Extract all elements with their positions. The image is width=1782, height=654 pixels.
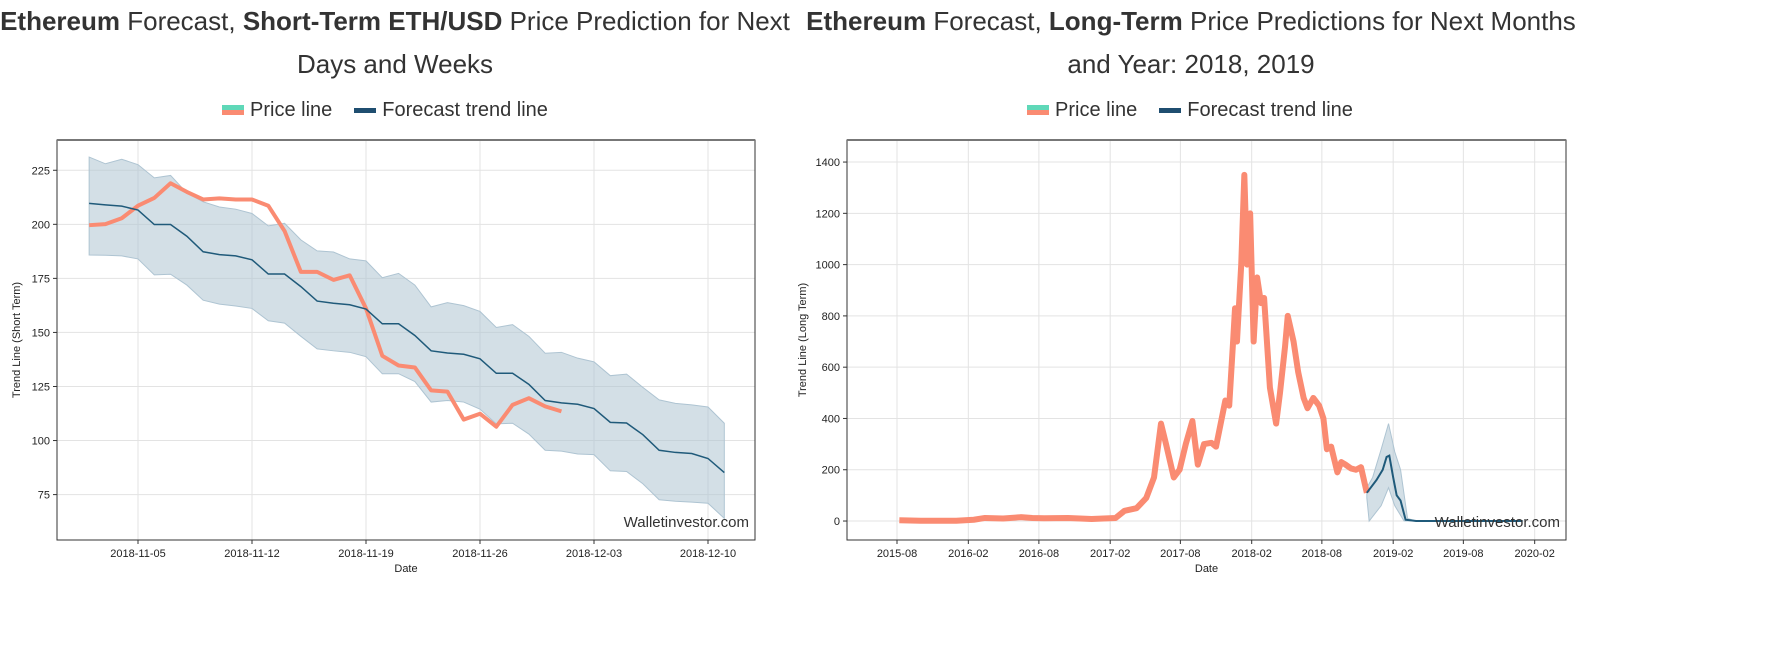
price-swatch-icon xyxy=(1027,105,1049,115)
title-part: Forecast, xyxy=(926,6,1049,36)
x-axis-label: Date xyxy=(394,563,417,575)
y-tick-label: 100 xyxy=(32,436,50,448)
left-legend: Price line Forecast trend line xyxy=(222,98,548,122)
y-tick-label: 600 xyxy=(822,362,840,374)
left-chart-title: Ethereum Forecast, Short-Term ETH/USD Pr… xyxy=(0,0,790,86)
forecast-trend-line xyxy=(89,202,725,474)
y-tick-label: 75 xyxy=(38,490,50,502)
y-tick-label: 1200 xyxy=(816,208,840,220)
legend-item-price: Price line xyxy=(222,98,332,122)
x-tick-label: 2020-02 xyxy=(1514,548,1554,560)
x-tick-label: 2018-11-19 xyxy=(338,548,393,560)
x-tick-label: 2018-11-12 xyxy=(224,548,279,560)
right-legend: Price line Forecast trend line xyxy=(1027,98,1353,122)
y-tick-label: 125 xyxy=(32,381,50,393)
price-line xyxy=(89,181,563,429)
right-chart-title: Ethereum Forecast, Long-Term Price Predi… xyxy=(800,0,1582,86)
title-part: Long-Term xyxy=(1048,6,1183,36)
watermark: Walletinvestor.com xyxy=(1435,514,1560,531)
watermark: Walletinvestor.com xyxy=(624,514,749,531)
title-part: Price Predictions for Next Months and Ye… xyxy=(1067,6,1576,79)
x-tick-label: 2018-11-05 xyxy=(110,548,165,560)
legend-item-price: Price line xyxy=(1027,98,1137,122)
y-tick-label: 225 xyxy=(32,165,50,177)
y-tick-label: 150 xyxy=(32,327,50,339)
legend-item-trend: Forecast trend line xyxy=(354,98,548,122)
y-axis-label: Trend Line (Short Term) xyxy=(11,282,23,398)
legend-label: Price line xyxy=(250,99,333,121)
x-tick-label: 2018-02 xyxy=(1232,548,1272,560)
legend-label: Forecast trend line xyxy=(382,99,548,121)
x-tick-label: 2018-12-03 xyxy=(566,548,622,560)
legend-label: Price line xyxy=(1055,99,1138,121)
legend-item-trend: Forecast trend line xyxy=(1159,98,1353,122)
trend-swatch-icon xyxy=(1159,107,1182,113)
title-part: Short-Term ETH/USD xyxy=(242,6,503,36)
confidence-band xyxy=(88,156,725,520)
plot-area xyxy=(847,140,1566,540)
x-tick-label: 2017-08 xyxy=(1160,548,1200,560)
title-part: Ethereum xyxy=(806,6,927,36)
x-tick-label: 2016-02 xyxy=(948,548,988,560)
legend-label: Forecast trend line xyxy=(1187,99,1353,121)
y-tick-label: 400 xyxy=(822,413,840,425)
x-tick-label: 2017-02 xyxy=(1090,548,1130,560)
trend-swatch-icon xyxy=(354,107,377,113)
y-tick-label: 200 xyxy=(822,465,840,477)
x-tick-label: 2019-08 xyxy=(1443,548,1483,560)
y-tick-label: 175 xyxy=(32,273,50,285)
x-tick-label: 2018-08 xyxy=(1302,548,1342,560)
title-part: Ethereum xyxy=(0,6,120,36)
y-axis-label: Trend Line (Long Term) xyxy=(797,283,809,397)
price-line xyxy=(899,171,1370,524)
x-tick-label: 2015-08 xyxy=(877,548,917,560)
forecast-trend-line xyxy=(1366,454,1523,523)
x-tick-label: 2019-02 xyxy=(1373,548,1413,560)
y-tick-label: 1400 xyxy=(816,157,840,169)
price-swatch-icon xyxy=(222,105,244,115)
y-tick-label: 0 xyxy=(834,516,840,528)
title-part: Forecast, xyxy=(120,6,243,36)
x-axis-label: Date xyxy=(1195,563,1218,575)
y-tick-label: 1000 xyxy=(816,260,840,272)
x-tick-label: 2018-12-10 xyxy=(680,548,736,560)
y-tick-label: 800 xyxy=(822,311,840,323)
x-tick-label: 2018-11-26 xyxy=(452,548,507,560)
title-part: Price Prediction for Next Days and Weeks xyxy=(296,6,790,79)
y-tick-label: 200 xyxy=(32,219,50,231)
x-tick-label: 2016-08 xyxy=(1019,548,1059,560)
